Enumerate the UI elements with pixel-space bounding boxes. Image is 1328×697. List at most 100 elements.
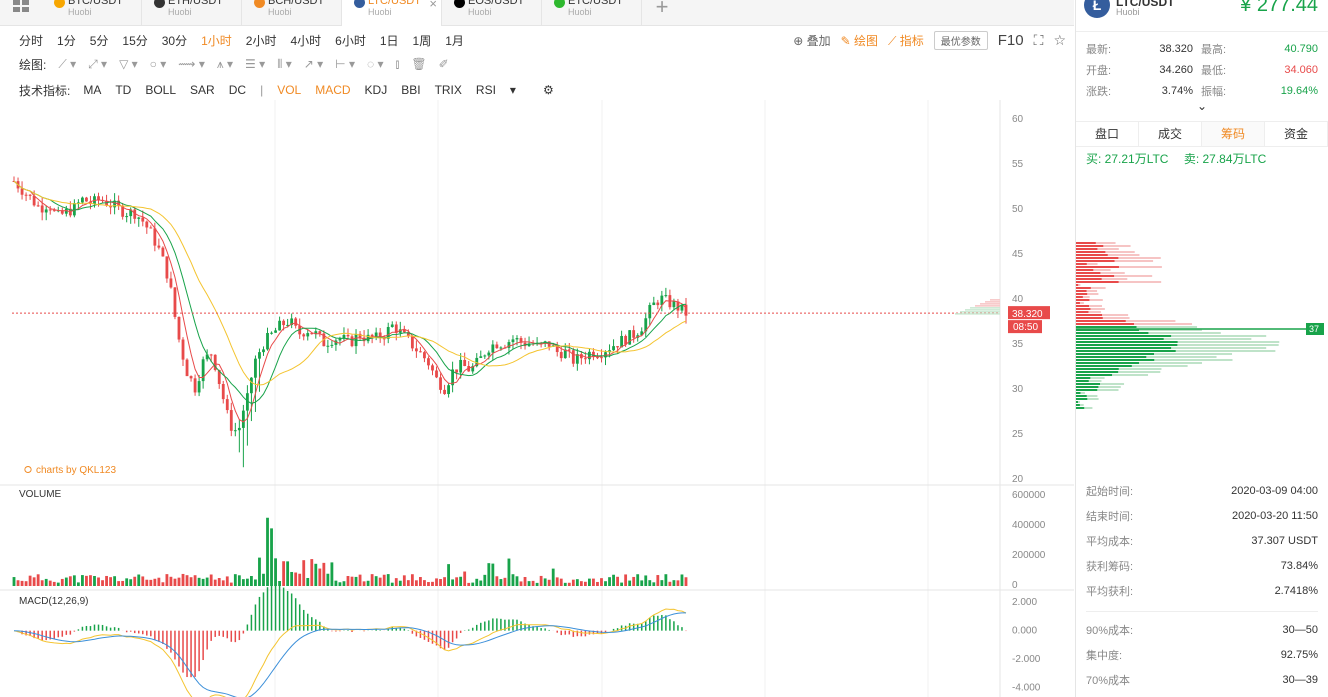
indicator-more-icon[interactable]: ▾ xyxy=(509,83,516,97)
indicator-td[interactable]: TD xyxy=(115,83,132,97)
indicator-rsi[interactable]: RSI xyxy=(475,83,496,97)
period-5分[interactable]: 5分 xyxy=(89,33,109,48)
close-tab-icon[interactable]: × xyxy=(429,0,437,11)
candle-body xyxy=(64,208,68,214)
candle-body xyxy=(32,195,36,206)
volume-bar xyxy=(483,574,487,586)
grid-menu-icon[interactable] xyxy=(0,0,42,26)
volume-bar xyxy=(370,574,374,586)
circle-tool-icon[interactable]: ○ ▾ xyxy=(149,57,167,71)
period-分时[interactable]: 分时 xyxy=(19,33,44,48)
arrow-tool-icon[interactable]: ↗ ▾ xyxy=(303,57,324,71)
period-15分[interactable]: 15分 xyxy=(122,33,148,48)
volume-bar xyxy=(551,568,555,586)
info-row: 获利筹码: 73.84% xyxy=(1086,553,1318,578)
indicator-vol[interactable]: VOL xyxy=(277,83,302,97)
pattern-tool-icon[interactable]: ⩚ ▾ xyxy=(216,56,233,71)
volume-bar xyxy=(419,577,422,586)
candle-body xyxy=(467,366,471,372)
panel-tab-筹码[interactable]: 筹码 xyxy=(1202,122,1265,146)
period-1小时[interactable]: 1小时 xyxy=(201,33,232,48)
pencil-icon[interactable]: ✐ xyxy=(438,57,449,71)
comment-tool-icon[interactable]: ◌ ▾ xyxy=(366,57,384,71)
chip-bar xyxy=(1076,311,1089,313)
candle-body xyxy=(125,216,129,218)
volume-bar xyxy=(390,582,394,586)
period-2小时[interactable]: 2小时 xyxy=(245,33,277,48)
period-6小时[interactable]: 6小时 xyxy=(335,33,366,48)
fullscreen-icon[interactable]: ⛶ xyxy=(1033,31,1044,48)
tab-eth-usdt[interactable]: ETH/USDT Huobi xyxy=(142,0,242,26)
volume-bar xyxy=(85,575,88,586)
candle-body xyxy=(290,318,294,325)
period-30分[interactable]: 30分 xyxy=(161,33,188,48)
period-1月[interactable]: 1月 xyxy=(445,33,464,48)
panel-tab-成交[interactable]: 成交 xyxy=(1139,122,1202,146)
fib-tool-icon[interactable]: ☰ ▾ xyxy=(244,57,266,71)
volume-bar xyxy=(258,557,261,586)
period-1周[interactable]: 1周 xyxy=(412,33,432,48)
candle-body xyxy=(414,348,418,352)
chip-bar-bg xyxy=(1076,275,1153,277)
kline-chart[interactable]: 60 55 50 45 40 35 30 25 20 38.320 08:50 600000 40000… xyxy=(0,100,1074,697)
tab-btc-usdt[interactable]: BTC/USDT Huobi xyxy=(42,0,142,26)
settings-gear-icon[interactable]: ⚙ xyxy=(542,83,554,97)
indicator-ma[interactable]: MA xyxy=(83,83,102,97)
chart-tool-icon[interactable]: ⫾ xyxy=(395,56,400,71)
candle-body xyxy=(507,342,511,348)
panel-tab-资金[interactable]: 资金 xyxy=(1265,122,1328,146)
overlay-button[interactable]: ⊕ 叠加 xyxy=(793,33,831,48)
chip-bar-bg xyxy=(1076,371,1161,373)
candle-body xyxy=(583,358,587,360)
volume-bar xyxy=(221,580,225,586)
indicator-macd[interactable]: MACD xyxy=(315,83,351,97)
indicator-bbi[interactable]: BBI xyxy=(401,83,421,97)
star-icon[interactable]: ☆ xyxy=(1053,31,1066,48)
indicator-boll[interactable]: BOLL xyxy=(145,83,177,97)
trash-icon[interactable]: 🗑 xyxy=(411,57,427,71)
chip-bar-bg xyxy=(1076,350,1276,352)
chip-bar-bg xyxy=(1076,383,1125,385)
tab-eos-usdt[interactable]: EOS/USDT Huobi xyxy=(442,0,542,26)
gann-tool-icon[interactable]: ⦀ ▾ xyxy=(277,56,292,71)
candle-body xyxy=(205,354,209,360)
candle-body xyxy=(664,295,668,297)
period-1分[interactable]: 1分 xyxy=(57,33,76,48)
ray-tool-icon[interactable]: ⤢ ▾ xyxy=(88,56,108,71)
period-1日[interactable]: 1日 xyxy=(379,33,399,48)
panel-tab-盘口[interactable]: 盘口 xyxy=(1076,122,1139,146)
candle-body xyxy=(656,302,660,306)
chip-bar xyxy=(1076,332,1149,334)
indicator-dc[interactable]: DC xyxy=(228,83,247,97)
best-params-button[interactable]: 最优参数 xyxy=(933,30,988,50)
wave-tool-icon[interactable]: ⟿ ▾ xyxy=(178,57,205,71)
indicator-trix[interactable]: TRIX xyxy=(434,83,462,97)
add-tab-button[interactable]: + xyxy=(655,0,669,19)
volume-bar xyxy=(213,579,217,586)
volume-tick-label: 400000 xyxy=(1012,520,1046,531)
tab-bch-usdt[interactable]: BCH/USDT Huobi xyxy=(242,0,342,26)
volume-bar xyxy=(386,574,390,586)
candle-body xyxy=(145,221,149,228)
candle-body xyxy=(346,334,350,337)
chip-bar xyxy=(1076,344,1178,346)
chip-bar xyxy=(1076,377,1091,379)
channel-tool-icon[interactable]: ▽ ▾ xyxy=(119,57,138,71)
measure-tool-icon[interactable]: ⊢ ▾ xyxy=(335,57,355,71)
depth-bar xyxy=(955,313,1000,315)
expand-chevron-icon[interactable]: ⌄ xyxy=(1196,99,1208,113)
period-4小时[interactable]: 4小时 xyxy=(290,33,322,48)
tab-etc-usdt[interactable]: ETC/USDT Huobi xyxy=(542,0,642,26)
indicator-sar[interactable]: SAR xyxy=(190,83,215,97)
draw-button[interactable]: ✎ 绘图 xyxy=(840,33,879,48)
volume-bar xyxy=(302,560,306,586)
tab-ltc-usdt[interactable]: LTC/USDT Huobi × xyxy=(342,0,442,26)
volume-bar xyxy=(624,574,628,586)
candle-body xyxy=(225,399,229,411)
volume-bar xyxy=(193,575,197,586)
indicator-button[interactable]: ⟋ 指标 xyxy=(888,33,924,48)
f10-button[interactable]: F10 xyxy=(997,31,1024,49)
volume-bar xyxy=(266,517,269,586)
indicator-kdj[interactable]: KDJ xyxy=(364,83,388,97)
line-tool-icon[interactable]: ⟋ ▾ xyxy=(58,56,77,71)
